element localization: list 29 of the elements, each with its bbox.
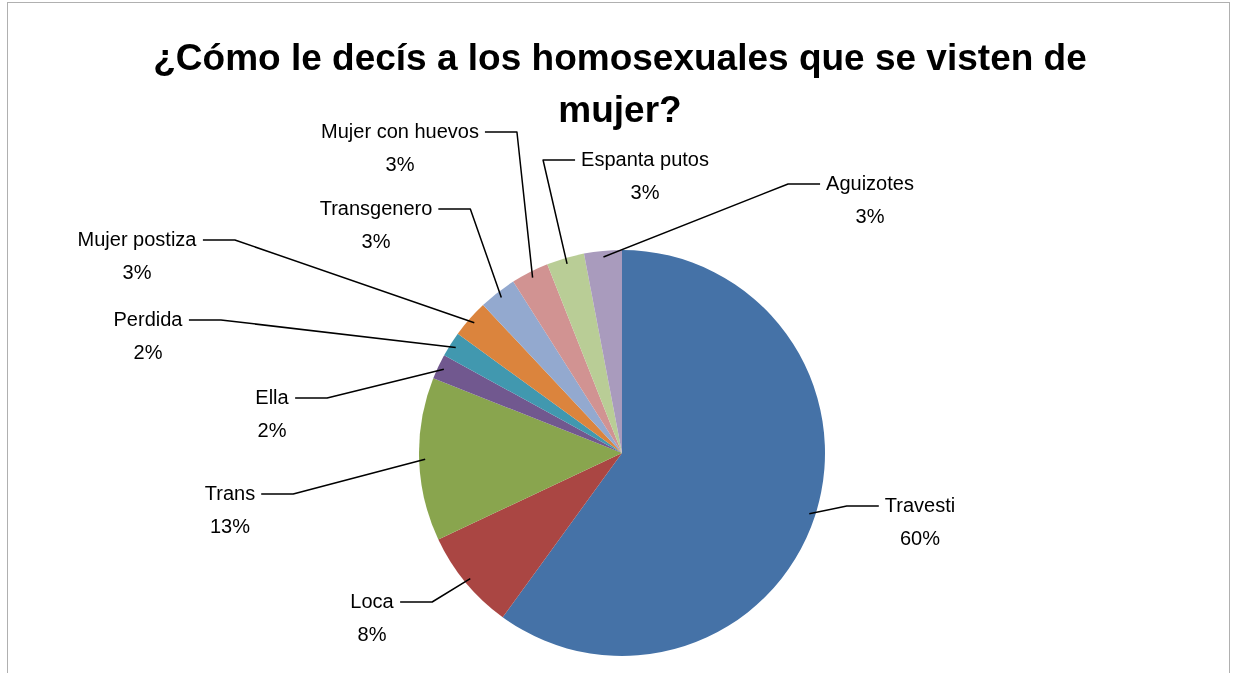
slice-label: Mujer postiza xyxy=(77,228,198,250)
pie-slice xyxy=(502,250,825,656)
slice-label: Trans xyxy=(204,482,256,504)
data-label: 13% xyxy=(209,515,251,537)
slice-label: Ella xyxy=(255,386,290,408)
slice-label: Travesti xyxy=(884,494,956,516)
pie-slice xyxy=(547,253,622,453)
slice-label: Loca xyxy=(350,590,395,612)
pie-slice xyxy=(583,250,622,453)
pie-slice xyxy=(513,264,622,453)
data-label: 3% xyxy=(855,205,885,227)
slice-label: Transgenero xyxy=(319,197,433,219)
data-label: 8% xyxy=(357,623,387,645)
data-label: 3% xyxy=(630,181,660,203)
data-label: 60% xyxy=(899,527,941,549)
pie-slice xyxy=(444,333,622,453)
pie-slice xyxy=(457,305,622,453)
slice-label: Aguizotes xyxy=(826,172,914,194)
data-label: 2% xyxy=(133,341,163,363)
data-label: 3% xyxy=(385,153,415,175)
data-label: 2% xyxy=(257,419,287,441)
pie-slice xyxy=(438,453,622,618)
pie-slice xyxy=(483,281,622,453)
pie-slice xyxy=(433,355,622,453)
slice-label: Espanta putos xyxy=(581,148,709,170)
pie-slice xyxy=(419,378,622,540)
data-label: 3% xyxy=(361,230,391,252)
slice-label: Perdida xyxy=(113,308,184,330)
data-label: 3% xyxy=(122,261,152,283)
